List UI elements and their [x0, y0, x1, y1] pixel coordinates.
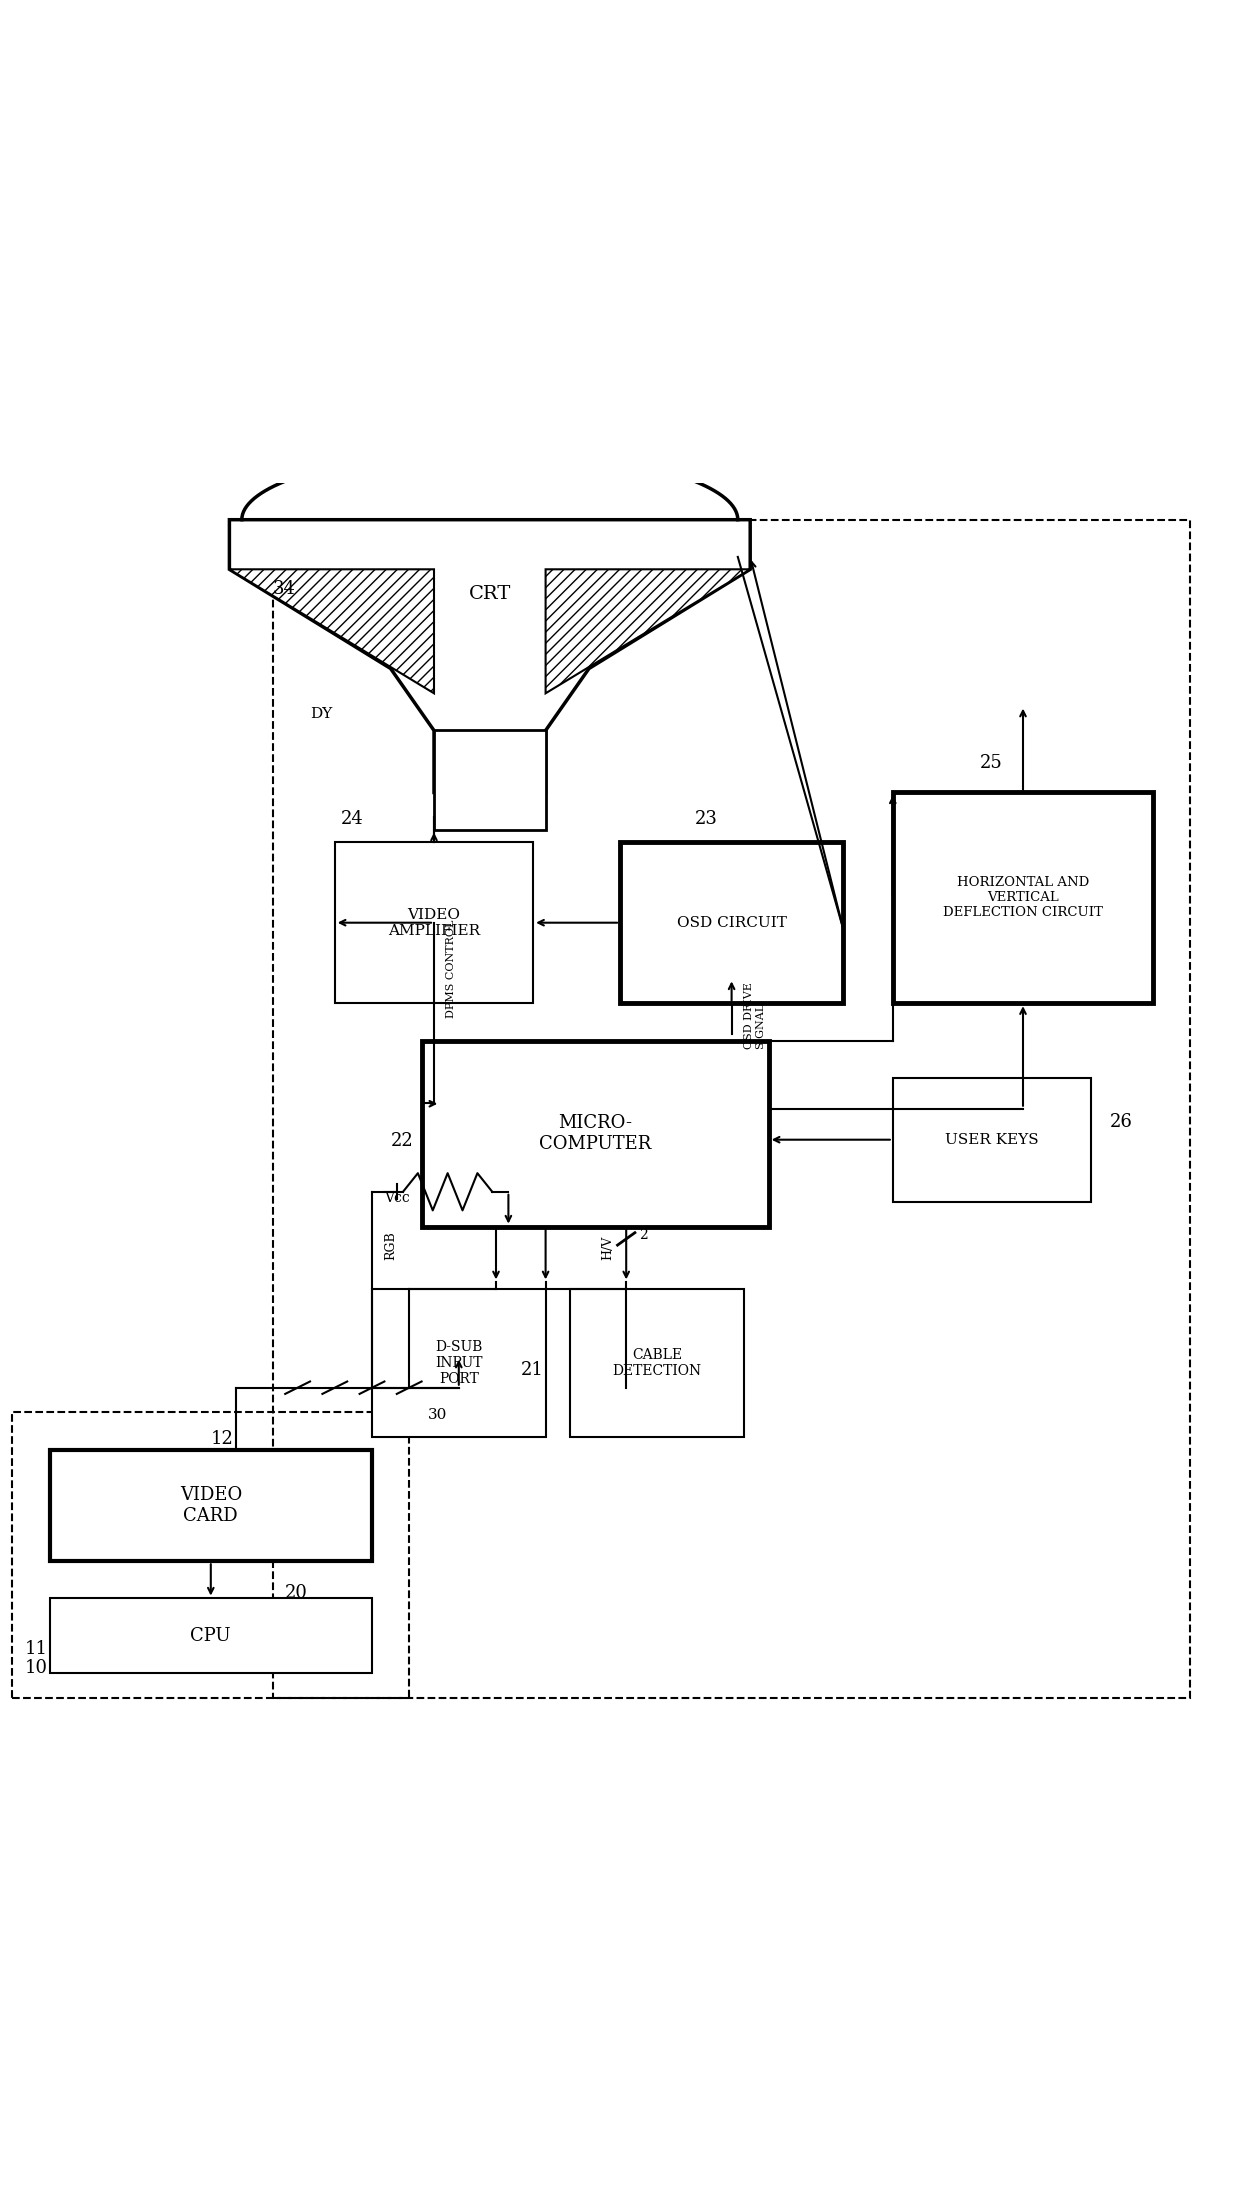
- Bar: [620, 842, 843, 1003]
- Text: RGB: RGB: [384, 1233, 397, 1261]
- Text: Vcc: Vcc: [384, 1191, 410, 1204]
- Text: 11: 11: [25, 1641, 48, 1658]
- Bar: [893, 1078, 1091, 1202]
- Polygon shape: [229, 520, 750, 792]
- Bar: [50, 1599, 372, 1674]
- Bar: [50, 1449, 372, 1561]
- Text: VIDEO
CARD: VIDEO CARD: [180, 1486, 242, 1526]
- Bar: [422, 1041, 769, 1226]
- Text: 21: 21: [521, 1360, 543, 1380]
- Polygon shape: [229, 569, 434, 692]
- Text: OSD DRIVE
SIGNAL: OSD DRIVE SIGNAL: [744, 981, 765, 1050]
- Text: 25: 25: [980, 754, 1002, 772]
- Text: CPU: CPU: [191, 1627, 231, 1645]
- Polygon shape: [546, 569, 750, 692]
- Text: HORIZONTAL AND
VERTICAL
DEFLECTION CIRCUIT: HORIZONTAL AND VERTICAL DEFLECTION CIRCU…: [944, 875, 1102, 919]
- Bar: [570, 1288, 744, 1438]
- Text: USER KEYS: USER KEYS: [945, 1133, 1039, 1147]
- Text: CRT: CRT: [469, 584, 511, 604]
- Text: 10: 10: [25, 1658, 48, 1676]
- Text: 24: 24: [341, 809, 363, 827]
- Text: DY: DY: [310, 708, 332, 721]
- Text: MICRO-
COMPUTER: MICRO- COMPUTER: [539, 1114, 651, 1153]
- Bar: [335, 842, 533, 1003]
- Text: 34: 34: [273, 580, 295, 598]
- Text: CABLE
DETECTION: CABLE DETECTION: [613, 1347, 702, 1378]
- Bar: [372, 1288, 546, 1438]
- Text: 22: 22: [391, 1131, 413, 1149]
- Text: H/V: H/V: [601, 1237, 614, 1261]
- Text: 26: 26: [1110, 1114, 1132, 1131]
- Bar: [12, 1413, 409, 1698]
- Bar: [273, 520, 1190, 1698]
- Text: 12: 12: [211, 1429, 233, 1446]
- Text: OSD CIRCUIT: OSD CIRCUIT: [677, 915, 786, 931]
- Text: 30: 30: [428, 1407, 448, 1422]
- Text: 2: 2: [639, 1228, 647, 1241]
- Text: 23: 23: [694, 809, 717, 827]
- Bar: [434, 730, 546, 829]
- Text: VIDEO
AMPLIFIER: VIDEO AMPLIFIER: [388, 908, 480, 937]
- Bar: [893, 792, 1153, 1003]
- Text: DPMS CONTROL: DPMS CONTROL: [446, 919, 456, 1019]
- Text: 20: 20: [285, 1585, 308, 1603]
- Text: D-SUB
INPUT
PORT: D-SUB INPUT PORT: [435, 1341, 482, 1387]
